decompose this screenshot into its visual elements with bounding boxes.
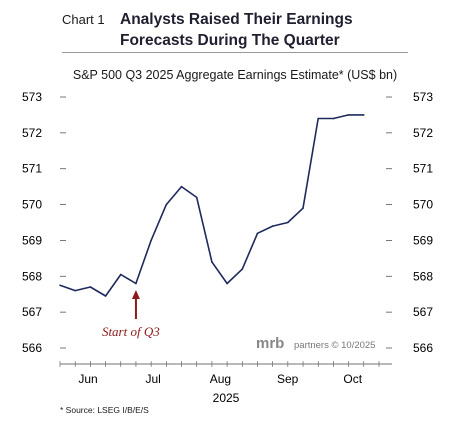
headline-line-1: Analysts Raised Their Earnings — [120, 11, 353, 28]
data-point-2025-09-22 — [317, 117, 320, 120]
annotation-label: Start of Q3 — [102, 324, 160, 339]
watermark-text: partners © 10/2025 — [294, 340, 375, 351]
x-tick-label-oct: Oct — [343, 372, 362, 386]
y-tick-label-right-571: 571 — [413, 162, 433, 176]
data-point-2025-08-25 — [256, 232, 259, 235]
data-point-2025-06-09 — [89, 286, 92, 288]
chart-headline: Analysts Raised Their Earnings Forecasts… — [120, 9, 440, 51]
data-point-2025-09-01 — [271, 225, 274, 227]
data-point-2025-10-13 — [362, 114, 365, 116]
y-tick-label-left-569: 569 — [22, 233, 42, 247]
y-tick-label-right-568: 568 — [413, 269, 433, 283]
y-tick-label-right-573: 573 — [413, 90, 433, 104]
data-point-2025-07-07 — [150, 239, 152, 242]
data-point-2025-08-04 — [211, 261, 213, 263]
x-tick-label-jun: Jun — [78, 372, 97, 386]
data-point-2025-09-08 — [287, 221, 289, 224]
data-point-2025-07-21 — [180, 185, 183, 188]
data-point-2025-09-15 — [302, 207, 304, 209]
series-points — [59, 114, 365, 297]
y-tick-label-left-572: 572 — [22, 126, 42, 140]
y-tick-label-right-569: 569 — [413, 233, 433, 247]
start-of-q3-annotation: Start of Q3 — [102, 290, 160, 339]
y-tick-label-left-567: 567 — [22, 305, 42, 319]
x-tick-label-jul: Jul — [145, 372, 160, 386]
y-tick-label-right-572: 572 — [413, 126, 433, 140]
y-tick-label-right-570: 570 — [413, 198, 433, 212]
data-point-2025-10-06 — [347, 114, 350, 116]
data-point-2025-06-30 — [135, 282, 137, 285]
chart-title: S&P 500 Q3 2025 Aggregate Earnings Estim… — [72, 68, 398, 82]
data-point-2025-08-11 — [226, 282, 228, 285]
y-tick-label-left-571: 571 — [22, 162, 42, 176]
headline-line-2: Forecasts During The Quarter — [120, 32, 340, 49]
header-divider — [62, 52, 408, 53]
x-axis-label: 2025 — [213, 391, 240, 405]
y-tick-label-left-566: 566 — [22, 341, 42, 355]
y-tick-label-left-568: 568 — [22, 269, 42, 283]
y-tick-label-right-566: 566 — [413, 341, 433, 355]
data-point-2025-05-26 — [59, 284, 61, 287]
y-tick-label-right-567: 567 — [413, 305, 433, 319]
annotation-arrowhead — [131, 290, 140, 300]
data-point-2025-06-02 — [74, 289, 76, 292]
y-axis-right: 566 567 568 569 570 571 572 573 — [386, 90, 433, 355]
watermark: mrb partners © 10/2025 — [256, 335, 375, 352]
series-line — [59, 114, 364, 297]
data-point-2025-06-23 — [119, 273, 122, 276]
y-tick-label-left-570: 570 — [22, 198, 42, 212]
data-point-2025-06-16 — [104, 295, 107, 297]
x-tick-label-sep: Sep — [277, 372, 299, 386]
chart-number: Chart 1 — [62, 12, 105, 27]
y-axis-left: 566 567 568 569 570 571 572 573 — [22, 90, 66, 355]
source-note: * Source: LSEG I/B/E/S — [60, 405, 149, 415]
y-tick-label-left-573: 573 — [22, 90, 42, 104]
data-point-2025-08-18 — [241, 268, 244, 270]
data-point-2025-07-28 — [195, 196, 198, 199]
data-point-2025-09-29 — [332, 117, 335, 120]
data-point-2025-07-14 — [165, 203, 168, 206]
x-axis: Jun Jul Aug Sep Oct — [59, 361, 380, 386]
x-tick-label-aug: Aug — [210, 372, 231, 386]
watermark-brand: mrb — [256, 335, 284, 352]
